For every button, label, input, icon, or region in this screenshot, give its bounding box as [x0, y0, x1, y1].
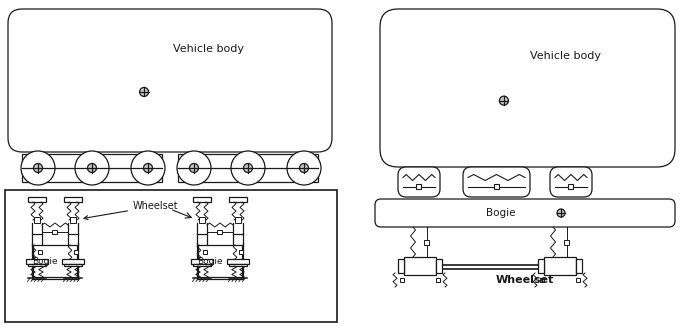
Bar — [218, 230, 223, 234]
Bar — [425, 239, 429, 245]
Bar — [404, 257, 436, 275]
Bar — [538, 259, 544, 273]
Circle shape — [131, 151, 165, 185]
Text: Vehicle body: Vehicle body — [173, 44, 245, 54]
Bar — [398, 259, 404, 273]
Bar — [28, 197, 46, 202]
Circle shape — [287, 151, 321, 185]
Bar — [193, 197, 211, 202]
Bar — [64, 197, 82, 202]
Bar — [199, 217, 205, 223]
FancyBboxPatch shape — [550, 167, 592, 197]
Bar — [191, 259, 213, 264]
Bar — [70, 217, 76, 223]
Bar — [569, 184, 573, 189]
Bar — [178, 154, 318, 182]
Text: Wheelset: Wheelset — [84, 201, 179, 219]
Bar — [203, 250, 207, 254]
Circle shape — [21, 151, 55, 185]
Circle shape — [231, 151, 265, 185]
Bar — [229, 197, 247, 202]
Text: Vehicle body: Vehicle body — [530, 51, 601, 61]
Text: Wheelset: Wheelset — [496, 275, 554, 285]
Circle shape — [88, 164, 97, 173]
Bar — [53, 230, 58, 234]
Bar — [494, 184, 499, 189]
Circle shape — [34, 164, 42, 173]
Bar — [400, 278, 404, 282]
Circle shape — [499, 96, 508, 105]
Bar — [436, 259, 442, 273]
Bar — [64, 264, 82, 266]
Bar — [38, 250, 42, 254]
Bar — [436, 278, 440, 282]
Bar — [28, 264, 46, 266]
Bar — [62, 259, 84, 264]
Bar — [564, 239, 569, 245]
Circle shape — [299, 164, 308, 173]
Bar — [239, 250, 243, 254]
Bar — [22, 154, 162, 182]
Bar — [26, 259, 48, 264]
Bar — [576, 278, 580, 282]
Bar — [227, 259, 249, 264]
Bar — [540, 278, 544, 282]
Bar — [5, 190, 337, 322]
Circle shape — [177, 151, 211, 185]
Circle shape — [557, 209, 565, 217]
Bar — [193, 264, 211, 266]
Bar — [229, 264, 247, 266]
Bar — [34, 217, 40, 223]
Text: Bogie: Bogie — [32, 256, 58, 266]
Bar — [576, 259, 582, 273]
FancyBboxPatch shape — [380, 9, 675, 167]
Text: Bogie: Bogie — [197, 256, 223, 266]
Bar — [544, 257, 576, 275]
FancyBboxPatch shape — [375, 199, 675, 227]
Circle shape — [140, 87, 149, 96]
Bar — [74, 250, 78, 254]
Circle shape — [243, 164, 253, 173]
FancyBboxPatch shape — [463, 167, 530, 197]
Bar — [416, 184, 421, 189]
Bar — [235, 217, 241, 223]
Text: Bogie: Bogie — [486, 208, 516, 218]
Circle shape — [75, 151, 109, 185]
Bar — [33, 245, 77, 277]
Bar — [198, 245, 242, 277]
FancyBboxPatch shape — [8, 9, 332, 152]
FancyBboxPatch shape — [398, 167, 440, 197]
Circle shape — [190, 164, 199, 173]
Circle shape — [143, 164, 153, 173]
